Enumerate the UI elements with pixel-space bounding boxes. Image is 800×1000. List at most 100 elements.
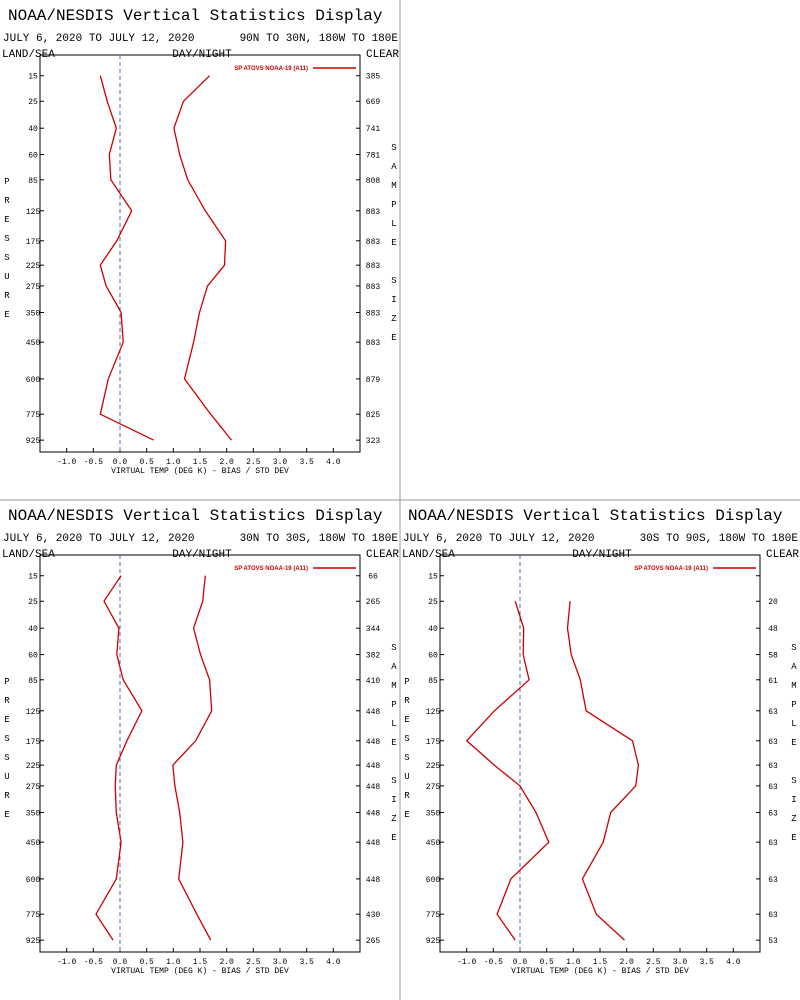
y2-axis-label: SAMPLE SIZE [389,643,399,852]
sample-size-label: 63 [768,762,778,771]
x-tick-label: 1.0 [166,458,181,467]
std-dev-line [566,601,640,941]
sample-size-label: 448 [366,708,381,717]
sample-size-label: 879 [366,376,381,385]
y-tick-label: 125 [26,708,41,717]
x-tick-label: 2.5 [246,958,261,967]
sample-size-label: 63 [768,911,778,920]
sample-size-label: 883 [366,208,381,217]
sample-size-label: 265 [366,598,381,607]
sample-size-label: 323 [366,437,381,446]
y-tick-label: 25 [28,598,38,607]
x-tick-label: 2.5 [246,458,261,467]
y-tick-label: 40 [28,125,38,134]
sample-size-label: 883 [366,339,381,348]
y-tick-label: 600 [26,876,41,885]
sample-size-label: 448 [366,809,381,818]
sample-size-label: 448 [366,839,381,848]
x-tick-label: 2.0 [219,958,234,967]
x-tick-label: -0.5 [84,958,103,967]
y-tick-label: 775 [26,411,41,420]
legend-label: SP ATOVS NOAA-19 (A11) [234,566,308,572]
sample-size-label: 63 [768,783,778,792]
sample-size-label: 430 [366,911,381,920]
y-tick-label: 60 [28,152,38,161]
x-tick-label: 2.0 [219,458,234,467]
sample-size-label: 883 [366,309,381,318]
x-tick-label: 0.5 [139,958,154,967]
sample-size-label: 669 [366,98,381,107]
y-tick-label: 275 [26,283,41,292]
x-tick-label: 1.0 [566,958,581,967]
sample-size-label: 61 [768,677,778,686]
date-range: JULY 6, 2020 TO JULY 12, 2020 [3,533,194,545]
sample-size-label: 385 [366,73,381,82]
x-tick-label: 3.0 [273,458,288,467]
sample-size-label: 48 [768,625,778,634]
sample-size-label: 410 [366,677,381,686]
bias-line [95,575,143,941]
sample-size-label: 808 [366,177,381,186]
x-tick-label: 0.0 [113,458,128,467]
y-axis-label: PRESSURE [2,677,12,829]
x-tick-label: 3.5 [699,958,714,967]
sample-size-label: 825 [366,411,381,420]
std-dev-line [172,575,213,941]
chart-title: NOAA/NESDIS Vertical Statistics Display [8,7,383,25]
sample-size-label: 344 [366,625,381,634]
x-tick-label: 1.5 [593,958,608,967]
chart-panel: NOAA/NESDIS Vertical Statistics Display J… [402,507,799,976]
y-tick-label: 15 [28,73,38,82]
y-axis-label: PRESSURE [2,177,12,329]
y-tick-label: 775 [426,911,441,920]
sample-size-label: 448 [366,783,381,792]
x-tick-label: 0.5 [139,458,154,467]
x-tick-label: -0.5 [84,458,103,467]
y-tick-label: 25 [28,98,38,107]
x-tick-label: 3.0 [673,958,688,967]
sample-size-label: 58 [768,652,778,661]
y-tick-label: 925 [26,437,41,446]
y-tick-label: 225 [26,262,41,271]
y-tick-label: 15 [28,573,38,582]
x-tick-label: -1.0 [57,458,76,467]
y-tick-label: 275 [26,783,41,792]
header-right: CLEAR [766,549,799,561]
y-tick-label: 775 [26,911,41,920]
sample-size-label: 883 [366,238,381,247]
y2-axis-label: SAMPLE SIZE [389,143,399,352]
x-tick-label: 2.0 [619,958,634,967]
x-tick-label: 3.5 [299,958,314,967]
x-tick-label: -1.0 [57,958,76,967]
sample-size-label: 63 [768,839,778,848]
region: 90N TO 30N, 180W TO 180E [240,33,399,45]
sample-size-label: 448 [366,876,381,885]
sample-size-label: 63 [768,876,778,885]
y-tick-label: 600 [426,876,441,885]
chart-panel: NOAA/NESDIS Vertical Statistics Display J… [2,7,399,476]
y2-axis-label: SAMPLE SIZE [789,643,799,852]
y-tick-label: 600 [26,376,41,385]
x-tick-label: 0.5 [539,958,554,967]
y-tick-label: 85 [28,677,38,686]
header-left: LAND/SEA [2,49,55,61]
region: 30N TO 30S, 180W TO 180E [240,533,399,545]
bias-line [99,75,154,441]
sample-size-label: 63 [768,738,778,747]
y-tick-label: 40 [428,625,438,634]
x-axis-label: VIRTUAL TEMP (DEG K) - BIAS / STD DEV [511,967,689,976]
y-tick-label: 925 [26,937,41,946]
y-tick-label: 350 [426,809,441,818]
legend-label: SP ATOVS NOAA-19 (A11) [634,566,708,572]
y-tick-label: 60 [428,652,438,661]
legend-label: SP ATOVS NOAA-19 (A11) [234,66,308,72]
header-left: LAND/SEA [2,549,55,561]
y-tick-label: 175 [26,738,41,747]
sample-size-label: 448 [366,762,381,771]
sample-size-label: 741 [366,125,381,134]
sample-size-label: 53 [768,937,778,946]
y-tick-label: 175 [26,238,41,247]
x-tick-label: 3.0 [273,958,288,967]
header-right: CLEAR [366,49,399,61]
